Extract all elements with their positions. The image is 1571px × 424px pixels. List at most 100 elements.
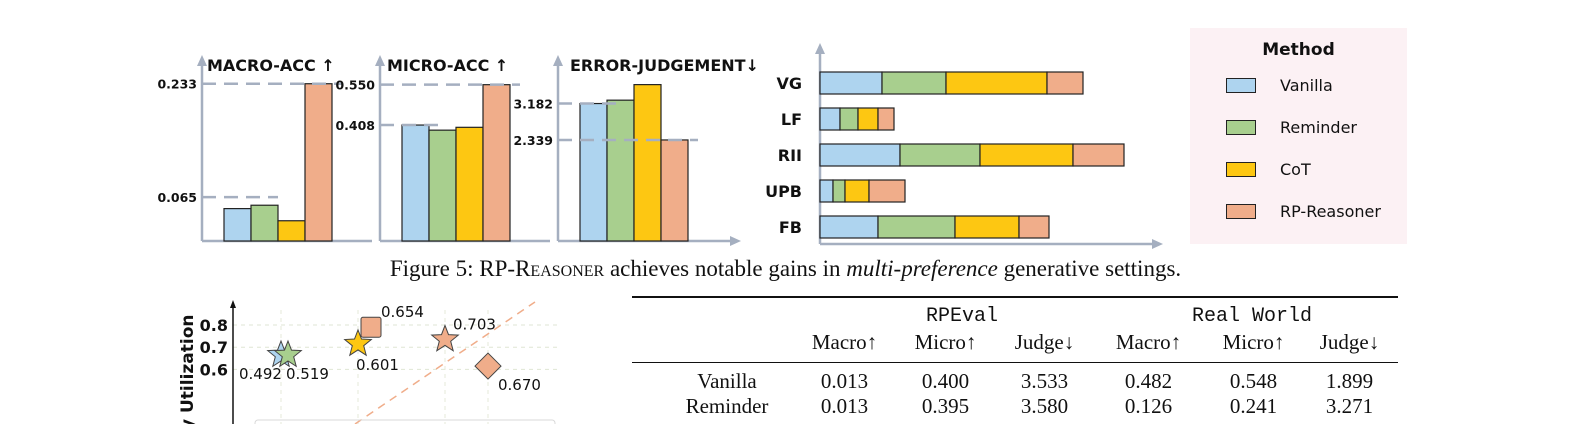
- category-label-upb: UPB: [765, 182, 802, 201]
- figure-caption: Figure 5: RP-Reasoner achieves notable g…: [0, 256, 1571, 282]
- table-cell: 3.580: [1020, 394, 1069, 418]
- y-tick-label: 0.6: [200, 360, 228, 379]
- y-axis-arrow: [197, 55, 207, 66]
- bar-cot: [633, 84, 662, 242]
- results-table: RPEval Real World Macro↑ Micro↑ Judge↓ M…: [632, 296, 1398, 424]
- scatter-point-label: 0.601: [356, 356, 399, 374]
- bar-vanilla: [401, 124, 430, 242]
- table-row-label: Reminder: [685, 394, 769, 418]
- stacked-segment-rii-reminder: [899, 143, 981, 167]
- category-label-rii: RII: [778, 146, 802, 165]
- table-col-header: Judge↓: [1319, 330, 1380, 354]
- bar-rp-reasoner: [304, 83, 333, 242]
- stacked-segment-rii-rp-reasoner: [1072, 143, 1125, 167]
- y-tick-label: 0.7: [200, 338, 228, 357]
- legend: Method Vanilla Reminder CoT RP-Reasoner: [1190, 28, 1407, 244]
- bar-vanilla: [579, 102, 608, 242]
- stacked-segment-fb-reminder: [877, 215, 956, 239]
- reference-label: 0.233: [157, 77, 197, 92]
- legend-swatch-rp-reasoner: [1226, 204, 1256, 219]
- legend-swatch-vanilla: [1226, 78, 1256, 93]
- scatter-point-star: [273, 339, 303, 368]
- legend-label-vanilla: Vanilla: [1280, 76, 1333, 95]
- legend-swatch-reminder: [1226, 120, 1256, 135]
- scatter-point-label: 0.703: [453, 315, 496, 333]
- chart-title: MICRO-ACC ↑: [387, 56, 508, 75]
- chart-title: ERROR-JUDGEMENT↓: [570, 56, 759, 75]
- reference-label: 0.065: [157, 190, 197, 205]
- legend-swatch-cot: [1226, 162, 1256, 177]
- caption-prefix: Figure 5: RP-: [389, 256, 516, 281]
- table-col-header: Micro↑: [1222, 330, 1285, 354]
- category-label-lf: LF: [781, 110, 802, 129]
- bar-cot: [455, 126, 484, 242]
- bar-reminder: [428, 129, 457, 242]
- table-cell: 0.395: [921, 394, 970, 418]
- table-group-realworld: Real World: [1191, 305, 1313, 328]
- stacked-segment-rii-cot: [979, 143, 1074, 167]
- table-cell: 0.548: [1229, 369, 1278, 393]
- stacked-segment-upb-cot: [844, 179, 870, 203]
- scatter-point-square: [360, 316, 382, 338]
- stacked-segment-lf-vanilla: [819, 107, 841, 131]
- scatter-point-diamond: [474, 352, 502, 380]
- y-axis-arrow: [553, 55, 563, 66]
- caption-italic: multi-preference: [846, 256, 998, 281]
- legend-label-reminder: Reminder: [1280, 118, 1357, 137]
- stacked-segment-upb-vanilla: [819, 179, 834, 203]
- stacked-segment-upb-reminder: [832, 179, 846, 203]
- caption-middle: achieves notable gains in: [604, 256, 847, 281]
- bar-cot: [277, 220, 306, 242]
- table-col-header: Macro↑: [1115, 330, 1182, 354]
- stacked-segment-lf-cot: [857, 107, 879, 131]
- bar-rp-reasoner: [482, 84, 511, 242]
- table-col-header: Judge↓: [1014, 330, 1075, 354]
- table-group-rpeval: RPEval: [925, 305, 998, 328]
- scatter-point-star: [430, 323, 460, 352]
- table-row-label: Vanilla: [697, 369, 757, 393]
- table-cell: 0.241: [1229, 394, 1278, 418]
- table-mid-rule: [632, 362, 1398, 363]
- table-cell: 0.482: [1124, 369, 1173, 393]
- reference-label: 3.182: [513, 97, 553, 112]
- reference-label: 0.550: [335, 78, 375, 93]
- table-cell: 3.533: [1020, 369, 1069, 393]
- y-axis-arrow: [815, 43, 825, 54]
- stacked-segment-vg-cot: [945, 71, 1048, 95]
- stacked-segment-rii-vanilla: [819, 143, 901, 167]
- stacked-segment-fb-vanilla: [819, 215, 879, 239]
- table-col-header: Micro↑: [914, 330, 977, 354]
- y-axis-label: y Utilization: [178, 314, 198, 424]
- legend-label-rp-reasoner: RP-Reasoner: [1280, 202, 1381, 221]
- scatter-point-label: 0.670: [498, 376, 541, 394]
- stacked-segment-upb-rp-reasoner: [868, 179, 906, 203]
- bar-rp-reasoner: [660, 139, 689, 242]
- bar-reminder: [250, 204, 279, 242]
- figure5-charts: MACRO-ACC ↑ 0.233 0.065 MICRO-ACC ↑ 0.550 0.4…: [157, 43, 1163, 249]
- table-cell: 0.013: [820, 394, 869, 418]
- stacked-segment-vg-rp-reasoner: [1046, 71, 1084, 95]
- scatter-chart: y Utilization 0.8 0.7 0.6 0.492 0.519 0.601 0.6…: [178, 300, 560, 424]
- bar-vanilla: [223, 208, 252, 242]
- reference-label: 2.339: [513, 133, 553, 148]
- category-label-fb: FB: [779, 218, 802, 237]
- bar-reminder: [606, 99, 635, 242]
- stacked-segment-lf-reminder: [839, 107, 859, 131]
- stacked-segment-fb-cot: [954, 215, 1020, 239]
- stacked-segment-fb-rp-reasoner: [1018, 215, 1050, 239]
- scatter-point-label: 0.519: [286, 365, 329, 383]
- table-cell: 0.400: [921, 369, 970, 393]
- scatter-point-star: [343, 328, 373, 357]
- inner-legend-frame: [254, 419, 556, 424]
- reference-label: 0.408: [335, 118, 375, 133]
- category-label-vg: VG: [776, 74, 802, 93]
- table-cell: 0.013: [820, 369, 869, 393]
- table-cell: 0.126: [1124, 394, 1173, 418]
- stacked-segment-vg-vanilla: [819, 71, 883, 95]
- legend-label-cot: CoT: [1280, 160, 1311, 179]
- y-axis-arrow: [375, 55, 385, 66]
- x-axis-arrow: [730, 236, 741, 246]
- legend-title: Method: [1262, 40, 1335, 60]
- stacked-segment-lf-rp-reasoner: [877, 107, 895, 131]
- chart-title: MACRO-ACC ↑: [207, 56, 335, 75]
